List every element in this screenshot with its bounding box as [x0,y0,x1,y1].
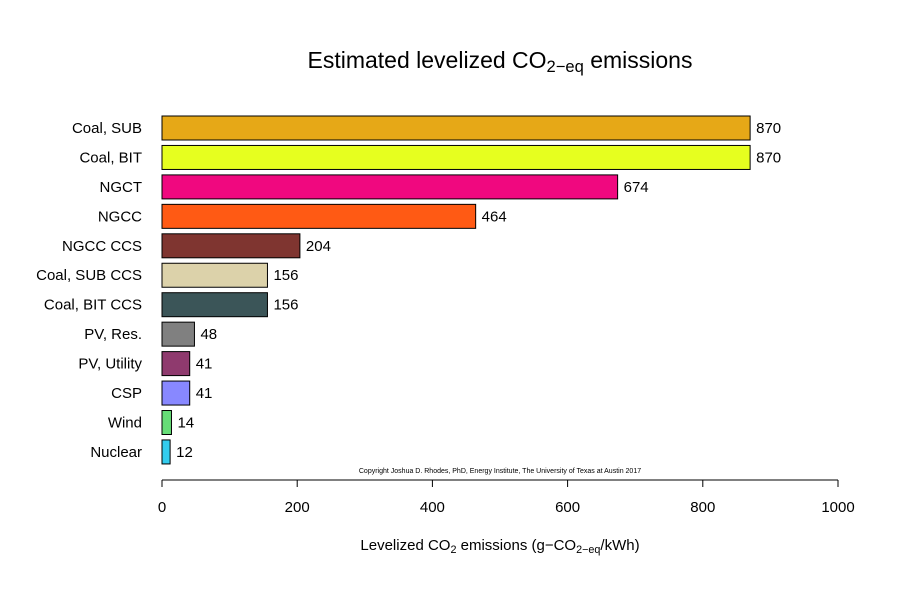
value-label: 870 [756,149,781,166]
title-subscript: 2−eq [547,57,584,76]
bar [161,174,619,200]
y-tick-label: NGCC CCS [62,238,142,255]
label-part: /kWh) [600,537,639,554]
title-part: Estimated levelized CO [308,47,547,73]
bar [161,351,191,377]
bar [161,321,195,347]
label-part: Levelized CO [360,537,450,554]
value-label: 204 [306,238,331,255]
value-label: 41 [196,385,213,402]
bar [161,380,191,406]
x-tick-label: 0 [158,499,166,516]
y-tick-label: PV, Utility [78,356,142,373]
label-subscript: 2−eq [576,544,600,556]
y-tick-label: NGCT [100,179,143,196]
x-tick-label: 800 [690,499,715,516]
value-label: 674 [624,179,649,196]
y-tick-label: Coal, SUB CCS [36,267,142,284]
y-tick-label: NGCC [98,208,142,225]
value-label: 12 [176,444,193,461]
bar [161,262,268,288]
bar [161,439,171,465]
x-axis-label: Levelized CO2 emissions (g−CO2−eq/kWh) [360,537,639,556]
y-tick-label: Nuclear [90,444,142,461]
y-tick-label: CSP [111,385,142,402]
x-tick-label: 200 [285,499,310,516]
bar [161,292,268,318]
label-part: emissions (g−CO [456,537,576,554]
bar [161,410,172,435]
value-label: 870 [756,120,781,137]
y-tick-label: Coal, BIT [79,149,142,166]
x-tick-label: 1000 [821,499,854,516]
x-tick-label: 600 [555,499,580,516]
value-label: 156 [273,297,298,314]
value-label: 464 [482,208,507,225]
value-label: 41 [196,356,213,373]
bar [161,115,751,141]
y-tick-label: PV, Res. [84,326,142,343]
value-label: 14 [177,414,194,431]
title-part: emissions [584,47,693,73]
chart-title: Estimated levelized CO2−eq emissions [308,47,693,76]
x-tick-label: 400 [420,499,445,516]
value-label: 156 [273,267,298,284]
y-tick-label: Coal, SUB [72,120,142,137]
annotation: Copyright Joshua D. Rhodes, PhD, Energy … [359,468,641,475]
label-subscript: 2 [450,544,456,556]
bar [161,233,301,259]
y-tick-label: Wind [108,414,142,431]
value-label: 48 [200,326,217,343]
bar [161,144,751,170]
y-tick-label: Coal, BIT CCS [44,297,142,314]
bar [161,203,477,229]
